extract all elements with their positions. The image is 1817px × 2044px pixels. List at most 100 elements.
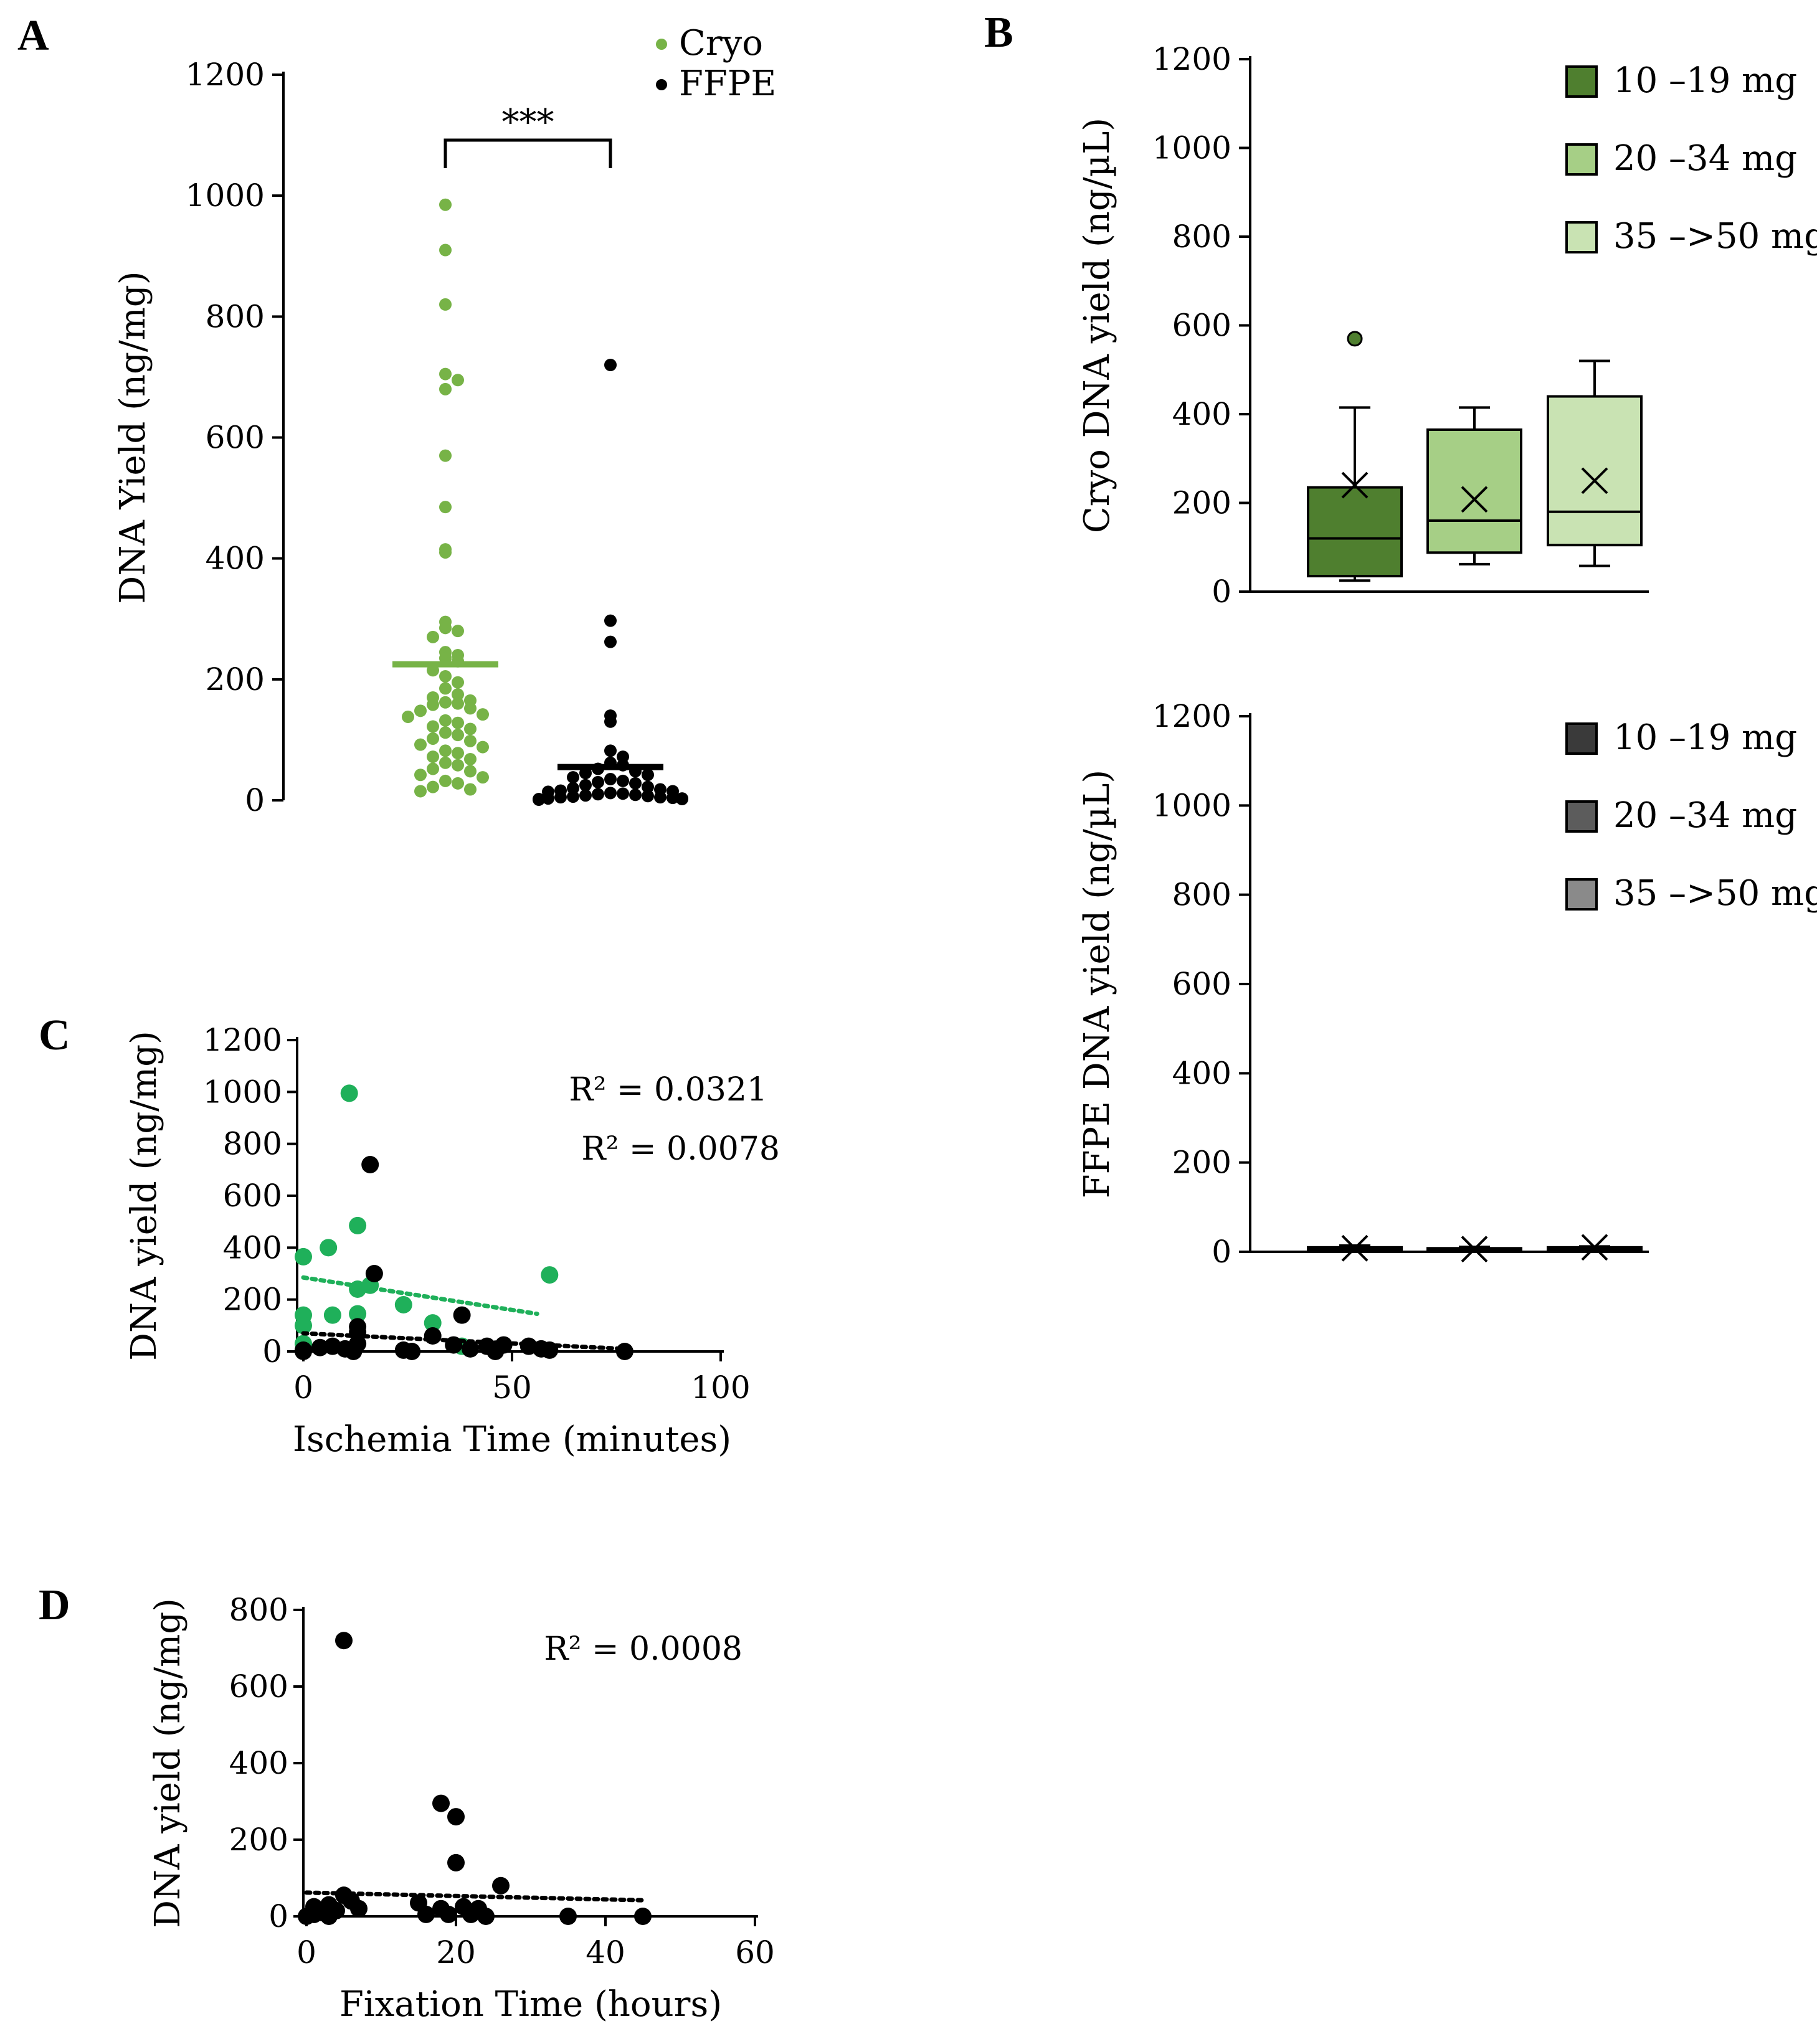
data-point-cryo	[439, 670, 452, 683]
data-point-cryo	[464, 752, 477, 765]
data-point-ffpe	[629, 777, 642, 790]
data-point-cryo	[439, 382, 452, 395]
data-point-ffpe	[654, 791, 667, 804]
data-point-cryo	[439, 244, 452, 257]
y-tick-label: 0	[1212, 1234, 1231, 1270]
data-point-cryo	[452, 716, 464, 729]
data-point	[323, 1306, 341, 1324]
data-point-ffpe	[592, 775, 604, 788]
y-tick-label: 800	[206, 298, 265, 334]
y-axis-label: Cryo DNA yield (ng/µL)	[1077, 118, 1117, 533]
y-axis-label: DNA Yield (ng/mg)	[113, 271, 153, 603]
data-point-cryo	[452, 729, 464, 742]
data-point-cryo	[464, 722, 477, 736]
r-squared-annotation: R² = 0.0078	[581, 1130, 780, 1168]
data-point	[295, 1247, 312, 1266]
r-squared-annotation: R² = 0.0321	[569, 1071, 767, 1109]
data-point	[424, 1327, 442, 1345]
y-tick-label: 1200	[186, 57, 265, 93]
data-point	[424, 1314, 442, 1332]
mean-marker	[1581, 467, 1608, 494]
y-tick-label: 400	[206, 541, 265, 577]
data-point	[447, 1853, 465, 1871]
box	[1547, 395, 1643, 547]
y-tick-label: 200	[223, 1282, 282, 1318]
legend-label: 35 –>50 mg	[1613, 873, 1817, 914]
legend-label: 10 –19 mg	[1613, 60, 1797, 101]
panel-label-a: A	[17, 12, 49, 60]
data-point-cryo	[427, 780, 439, 793]
data-point	[335, 1632, 353, 1650]
data-point	[320, 1908, 338, 1925]
r-squared-annotation: R² = 0.0008	[544, 1630, 742, 1668]
y-tick-label: 1200	[1152, 41, 1231, 77]
panel-b-cryo-boxplot: 0 200 400 600 800 1000 1200 Cryo DNA yield (ng/…	[1077, 41, 1817, 610]
y-tick-label: 800	[1172, 877, 1231, 913]
legend-marker	[656, 39, 667, 50]
data-point	[350, 1900, 368, 1918]
data-point	[615, 1343, 633, 1360]
mean-marker	[1341, 471, 1369, 499]
y-tick-label: 400	[1172, 396, 1231, 432]
y-tick-label: 400	[1172, 1055, 1231, 1091]
x-tick-label: 50	[492, 1370, 532, 1406]
data-point	[432, 1794, 450, 1812]
x-axis-label: Ischemia Time (minutes)	[293, 1419, 731, 1460]
panel-label-b: B	[984, 9, 1013, 57]
y-tick-label: 0	[245, 782, 265, 818]
legend-swatch	[1565, 878, 1598, 911]
y-tick-label: 600	[1172, 308, 1231, 344]
legend-label: 20 –34 mg	[1613, 795, 1797, 836]
data-point	[349, 1305, 367, 1323]
data-point-cryo	[439, 756, 452, 769]
data-point-cryo	[439, 696, 452, 709]
data-point-cryo	[452, 676, 464, 689]
data-point-cryo	[452, 374, 464, 387]
data-point	[541, 1266, 559, 1284]
x-tick-label: 40	[586, 1934, 625, 1971]
data-point-cryo	[402, 711, 414, 724]
significance-bracket	[444, 138, 612, 168]
x-axis-label: Fixation Time (hours)	[339, 1984, 722, 2025]
data-point-cryo	[452, 625, 464, 638]
data-point	[394, 1296, 412, 1313]
y-tick-label: 0	[262, 1333, 282, 1370]
y-tick-label: 600	[206, 420, 265, 456]
y-tick-label: 200	[206, 661, 265, 698]
data-point-ffpe	[542, 792, 554, 805]
data-point-ffpe	[604, 715, 617, 728]
y-tick-label: 1200	[1152, 698, 1231, 734]
data-point	[417, 1905, 435, 1923]
data-point	[492, 1876, 510, 1895]
data-point	[462, 1905, 480, 1923]
data-point-cryo	[464, 734, 477, 747]
data-point-cryo	[427, 732, 439, 745]
y-tick-label: 0	[1212, 574, 1231, 610]
data-point-cryo	[464, 702, 477, 715]
data-point-cryo	[439, 367, 452, 381]
y-tick-label: 200	[1172, 485, 1231, 521]
panel-label-c: C	[39, 1011, 70, 1059]
data-point-ffpe	[567, 790, 579, 803]
y-tick-label: 600	[223, 1178, 282, 1214]
data-point-cryo	[427, 762, 439, 775]
legend-marker	[656, 79, 667, 90]
legend-swatch	[1565, 722, 1598, 755]
mean-marker	[1461, 1236, 1488, 1263]
data-point-ffpe	[554, 791, 567, 804]
data-point-cryo	[427, 750, 439, 764]
data-point-cryo	[414, 738, 427, 751]
data-point-cryo	[452, 697, 464, 710]
legend-swatch	[1565, 65, 1598, 98]
box	[1426, 428, 1522, 554]
data-point-ffpe	[592, 788, 604, 801]
y-axis-label: DNA yield (ng/mg)	[148, 1598, 188, 1928]
x-tick-label: 0	[297, 1934, 316, 1971]
legend-label: 20 –34 mg	[1613, 138, 1797, 179]
panel-b-ffpe-boxplot: 0 200 400 600 800 1000 1200 FFPE DNA yield (ng/…	[1077, 698, 1817, 1270]
data-point-ffpe	[642, 790, 654, 803]
legend-swatch	[1565, 221, 1598, 253]
data-point	[365, 1265, 383, 1282]
data-point	[541, 1341, 559, 1359]
x-tick-label: 0	[293, 1370, 313, 1406]
